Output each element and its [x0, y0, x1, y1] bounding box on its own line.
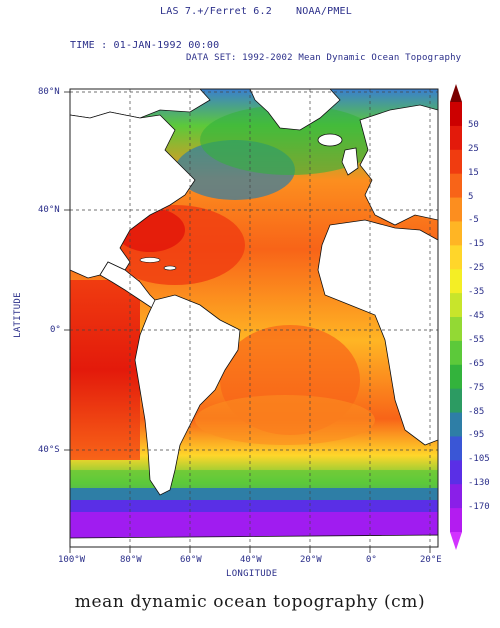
colorbar-label: 25	[468, 143, 479, 154]
colorbar-swatch	[450, 173, 462, 199]
figure-caption: mean dynamic ocean topography (cm)	[74, 592, 426, 612]
y-axis-label: LATITUDE	[12, 292, 23, 338]
colorbar-label: -65	[468, 358, 485, 369]
colorbar-swatch	[450, 293, 462, 318]
dataset-label: DATA SET: 1992-2002 Mean Dynamic Ocean T…	[186, 53, 462, 63]
time-label: TIME : 01-JAN-1992 00:00	[70, 40, 220, 51]
colorbar-swatch	[450, 102, 462, 127]
ocean-field	[70, 89, 438, 547]
colorbar-swatch	[450, 508, 462, 533]
colorbar-label: 50	[468, 119, 479, 130]
colorbar-label: -15	[468, 239, 485, 250]
lon-tick-100w: 100°W	[58, 555, 86, 565]
colorbar-bottom-arrow	[450, 532, 462, 550]
lon-tick-60w: 60°W	[180, 555, 202, 565]
colorbar-swatch	[450, 221, 462, 246]
colorbar-swatch	[450, 149, 462, 175]
lat-tick-40s: 40°S	[38, 445, 60, 455]
colorbar-top-arrow	[450, 84, 462, 102]
colorbar-swatch	[450, 245, 462, 270]
lat-tick-40n: 40°N	[38, 205, 60, 215]
x-axis-label: LONGITUDE	[226, 569, 278, 579]
colorbar-label: -45	[468, 311, 485, 321]
colorbar-swatch	[450, 269, 462, 294]
colorbar-label: -55	[468, 334, 485, 345]
colorbar-swatch	[450, 340, 462, 366]
colorbar-label: -85	[468, 406, 485, 417]
lat-tick-0: 0°	[50, 325, 61, 335]
colorbar-label: -170	[468, 502, 490, 513]
colorbar-label: 5	[468, 191, 474, 202]
colorbar-swatch	[450, 364, 462, 390]
lon-tick-40w: 40°W	[240, 555, 262, 565]
axis-ticks	[64, 91, 431, 553]
lon-tick-80w: 80°W	[120, 555, 142, 565]
software-label: LAS 7.+/Ferret 6.2	[160, 6, 272, 17]
plot-frame	[69, 88, 439, 548]
colorbar-swatch	[450, 412, 462, 437]
colorbar-label: 15	[468, 167, 479, 178]
colorbar-label: -75	[468, 382, 485, 393]
colorbar-label: -35	[468, 287, 485, 298]
colorbar-label: -130	[468, 478, 490, 489]
colorbar-swatch	[450, 197, 462, 222]
colorbar-label: -105	[468, 454, 490, 465]
colorbar-swatch	[450, 388, 462, 414]
colorbar-swatch	[450, 436, 462, 461]
colorbar	[450, 84, 462, 550]
colorbar-swatch	[450, 317, 462, 342]
colorbar-label: -95	[468, 430, 485, 441]
colorbar-swatch	[450, 460, 462, 485]
lat-tick-80n: 80°N	[38, 87, 60, 97]
colorbar-swatch	[450, 484, 462, 509]
lon-tick-0: 0°	[366, 555, 377, 565]
colorbar-label: -5	[468, 215, 479, 226]
lon-tick-20w: 20°W	[300, 555, 322, 565]
colorbar-label: -25	[468, 263, 485, 274]
colorbar-swatch	[450, 125, 462, 151]
lon-tick-20e: 20°E	[420, 555, 442, 565]
org-label: NOAA/PMEL	[296, 6, 352, 17]
